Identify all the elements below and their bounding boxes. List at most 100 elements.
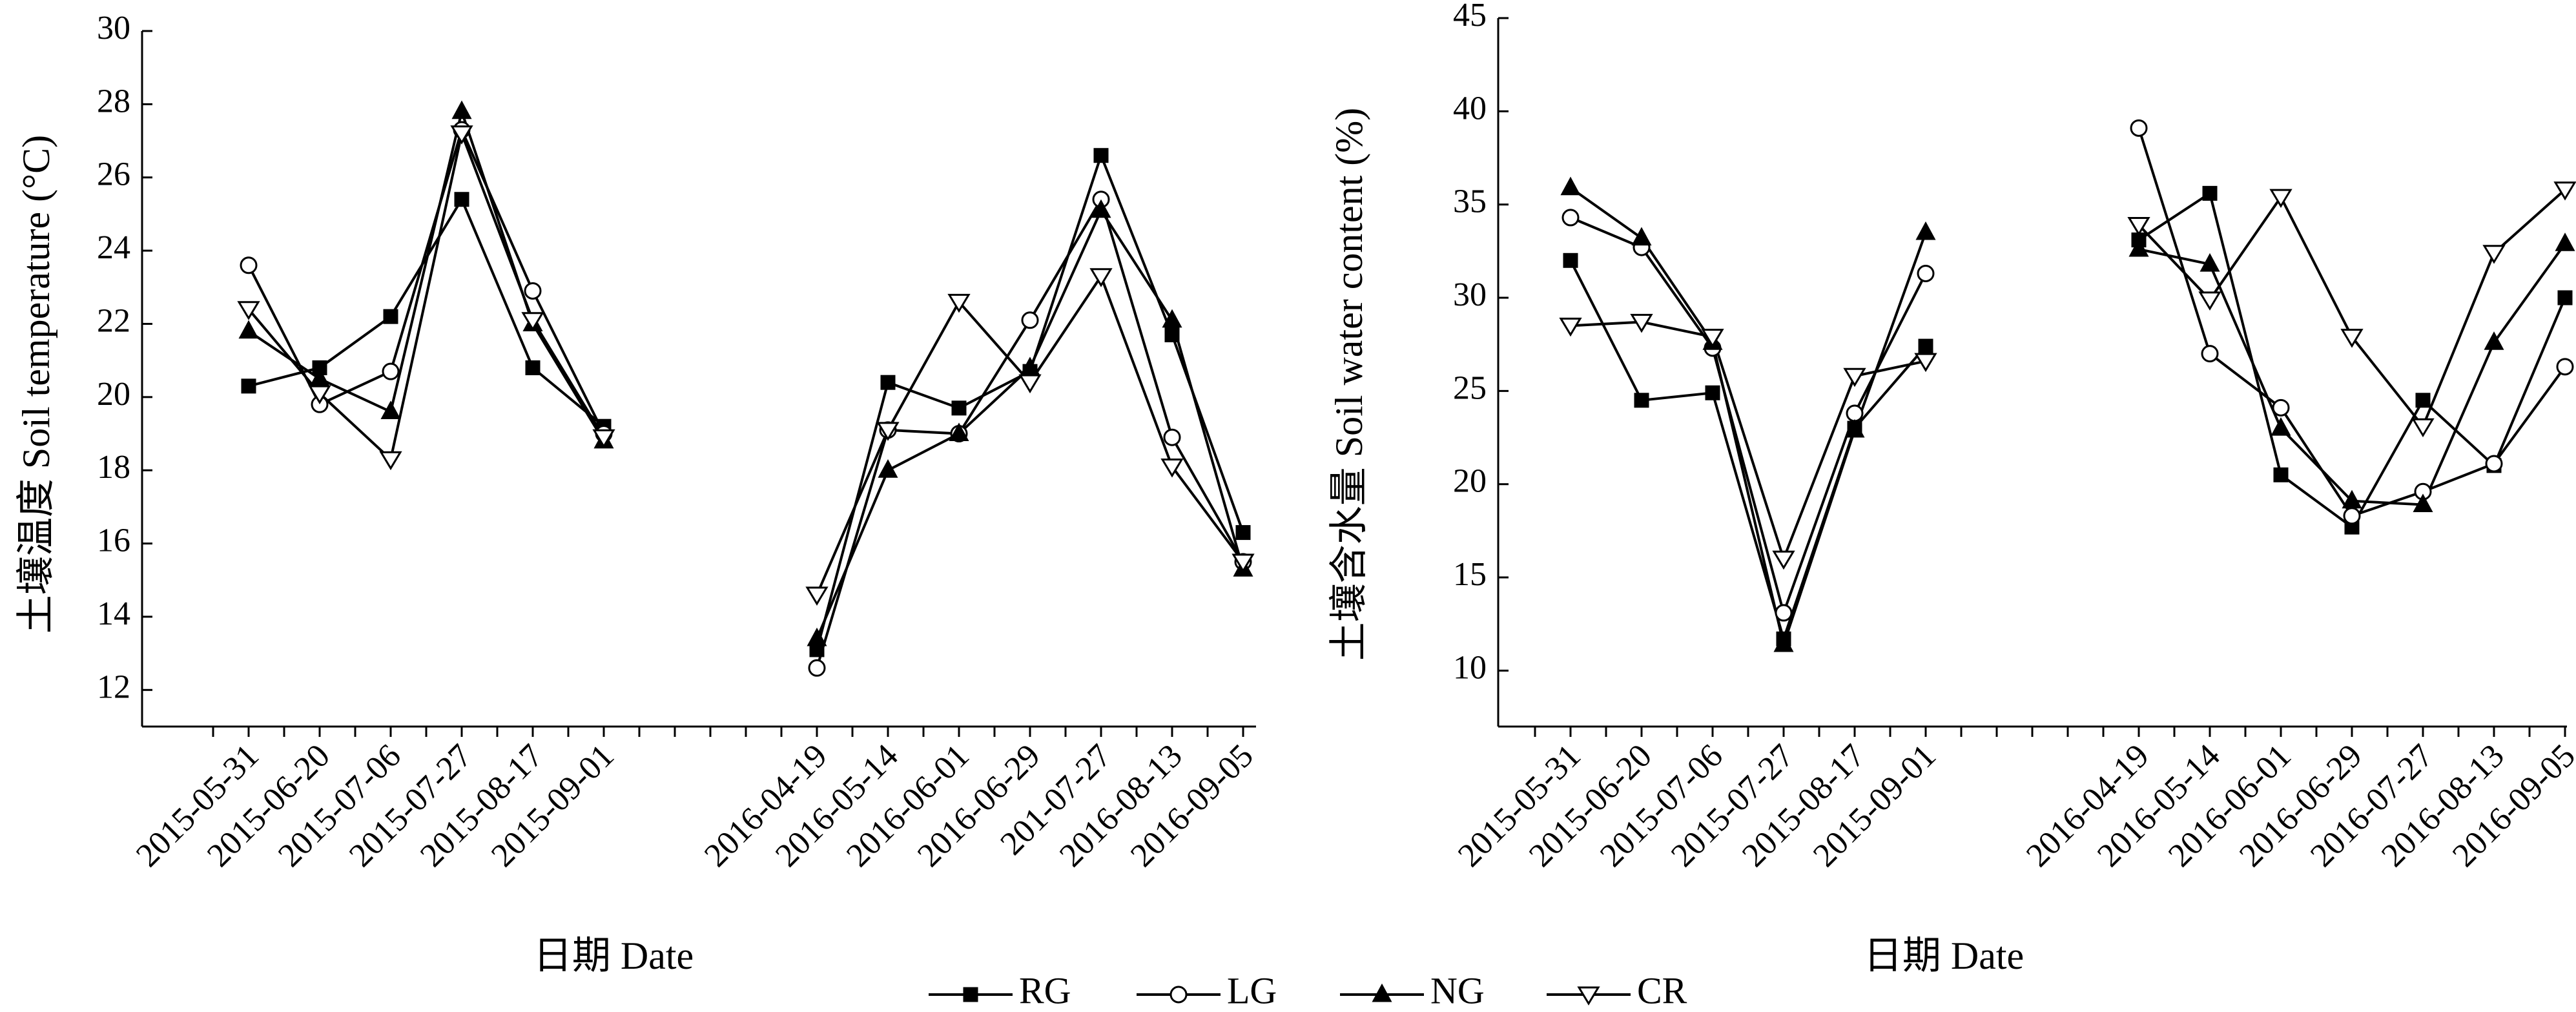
- y-tick-label: 20: [97, 376, 130, 413]
- series-line-lg: [1570, 216, 1927, 617]
- legend-label: LG: [1227, 969, 1277, 1011]
- series-line-cr: [247, 129, 605, 462]
- data-point-ng: [1631, 227, 1652, 246]
- data-point-ng: [2484, 331, 2504, 350]
- y-tick-label: 20: [1453, 463, 1487, 500]
- y-tick-label: 16: [97, 522, 130, 559]
- data-point-rg: [1634, 393, 1649, 408]
- y-tick-label: 40: [1453, 90, 1487, 127]
- data-point-rg: [2415, 393, 2431, 408]
- data-point-cr: [379, 451, 402, 471]
- data-point-ng: [2342, 490, 2362, 509]
- series-line-rg: [1569, 260, 1927, 644]
- data-point-rg: [1918, 338, 1933, 354]
- series-line-ng: [1569, 187, 1927, 650]
- y-tick-label: 14: [97, 595, 130, 632]
- data-point-cr: [1559, 317, 1582, 337]
- data-point-ng: [1915, 221, 1936, 240]
- series-line-cr: [1570, 320, 1926, 563]
- data-point-rg: [1164, 327, 1180, 342]
- data-point-ng: [451, 100, 472, 119]
- data-point-ng: [2271, 417, 2291, 436]
- soil-temperature-panel: 土壤温度 Soil temperature (°C) 日期 Date 12 14 1…: [15, 10, 1261, 977]
- data-point-ng: [2128, 238, 2149, 257]
- data-point-rg: [1563, 253, 1578, 268]
- data-point-rg: [1235, 525, 1251, 541]
- data-point-cr: [2411, 418, 2435, 438]
- legend: RG LG NG CR: [929, 969, 1687, 1011]
- data-point-rg: [2273, 467, 2289, 482]
- data-point-cr: [1914, 353, 1937, 373]
- y-tick-label: 18: [97, 449, 130, 486]
- legend-marker: [1372, 983, 1392, 1002]
- data-point-ng: [309, 367, 330, 386]
- y-tick-label: 15: [1453, 556, 1487, 593]
- data-point-ng: [1091, 199, 1111, 218]
- legend-marker: [963, 987, 978, 1002]
- data-point-cr: [1843, 367, 1866, 387]
- data-point-cr: [1630, 314, 1653, 333]
- data-point-lg: [1021, 311, 1039, 329]
- data-point-lg: [1846, 404, 1864, 422]
- data-point-ng: [1773, 633, 1794, 652]
- data-point-lg: [1561, 209, 1580, 227]
- legend-item-rg: RG: [929, 969, 1071, 1011]
- data-point-cr: [2198, 291, 2221, 311]
- data-point-cr: [2482, 245, 2506, 264]
- x-axis-title-date: 日期 Date: [1864, 935, 2024, 977]
- series-line-rg: [248, 196, 605, 428]
- data-point-lg: [1917, 264, 1935, 282]
- data-point-lg: [808, 659, 826, 677]
- data-point-cr: [1018, 374, 1042, 394]
- series-line-ng: [247, 107, 605, 442]
- data-point-cr: [947, 293, 971, 313]
- y-tick-label: 25: [1453, 369, 1487, 406]
- y-tick-label: 12: [97, 668, 130, 705]
- data-point-cr: [2340, 329, 2364, 348]
- data-point-lg: [2201, 345, 2219, 363]
- data-point-rg: [2557, 290, 2573, 305]
- legend-item-cr: CR: [1547, 969, 1687, 1011]
- data-point-cr: [308, 385, 331, 405]
- data-point-cr: [1160, 459, 1184, 478]
- data-point-rg: [525, 360, 541, 375]
- series-line-lg: [247, 126, 605, 435]
- y-tick-label: 24: [97, 229, 130, 266]
- data-point-cr: [2127, 216, 2150, 236]
- data-point-cr: [592, 429, 615, 449]
- y-tick-label: 22: [97, 302, 130, 339]
- data-point-rg: [2202, 185, 2218, 201]
- data-point-ng: [2200, 253, 2220, 272]
- legend-item-ng: NG: [1340, 969, 1485, 1011]
- data-point-cr: [805, 586, 829, 606]
- data-point-cr: [450, 125, 473, 145]
- series-line-cr: [2138, 189, 2566, 429]
- y-tick-label: 28: [97, 83, 130, 119]
- data-point-rg: [454, 192, 469, 207]
- data-point-cr: [521, 312, 544, 331]
- data-point-ng: [380, 400, 401, 420]
- data-point-rg: [383, 309, 398, 324]
- data-point-lg: [240, 256, 258, 274]
- data-point-cr: [2553, 181, 2576, 201]
- legend-label: RG: [1019, 969, 1071, 1011]
- y-axis-title-soil-temperature: 土壤温度 Soil temperature (°C): [15, 135, 57, 634]
- legend-label: CR: [1637, 969, 1687, 1011]
- data-point-lg: [2556, 358, 2574, 376]
- data-point-ng: [238, 320, 259, 339]
- data-point-cr: [1231, 553, 1255, 573]
- data-point-lg: [382, 362, 400, 380]
- series-line-rg: [816, 151, 1244, 650]
- data-point-ng: [2555, 232, 2575, 251]
- y-tick-label: 35: [1453, 183, 1487, 220]
- data-point-rg: [241, 378, 256, 394]
- data-point-cr: [1089, 268, 1113, 287]
- data-point-rg: [1093, 148, 1109, 163]
- data-point-cr: [1772, 550, 1795, 570]
- legend-marker: [1577, 986, 1600, 1006]
- data-point-ng: [807, 627, 827, 646]
- data-point-lg: [2485, 455, 2503, 473]
- legend-marker: [1170, 986, 1188, 1004]
- legend-label: NG: [1430, 969, 1485, 1011]
